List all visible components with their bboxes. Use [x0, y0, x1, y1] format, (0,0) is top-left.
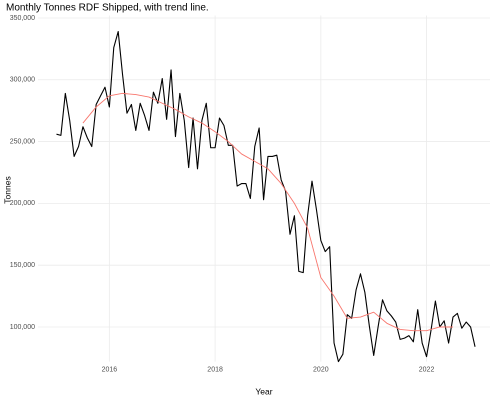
series-line	[82, 92, 453, 332]
x-axis-title: Year	[255, 386, 272, 396]
x-tick-label: 2020	[313, 366, 329, 373]
x-tick-label: 2022	[419, 366, 435, 373]
y-tick-label: 350,000	[10, 15, 35, 22]
y-axis-title: Tonnes	[2, 176, 12, 203]
y-tick-label: 100,000	[10, 324, 35, 331]
x-tick-label: 2018	[207, 366, 223, 373]
y-tick-label: 300,000	[10, 77, 35, 84]
chart-title: Monthly Tonnes RDF Shipped, with trend l…	[6, 3, 209, 14]
y-tick-label: 200,000	[10, 200, 35, 207]
x-tick-label: 2016	[102, 366, 118, 373]
y-tick-label: 250,000	[10, 138, 35, 145]
series-line	[56, 31, 476, 363]
y-tick-label: 150,000	[10, 262, 35, 269]
